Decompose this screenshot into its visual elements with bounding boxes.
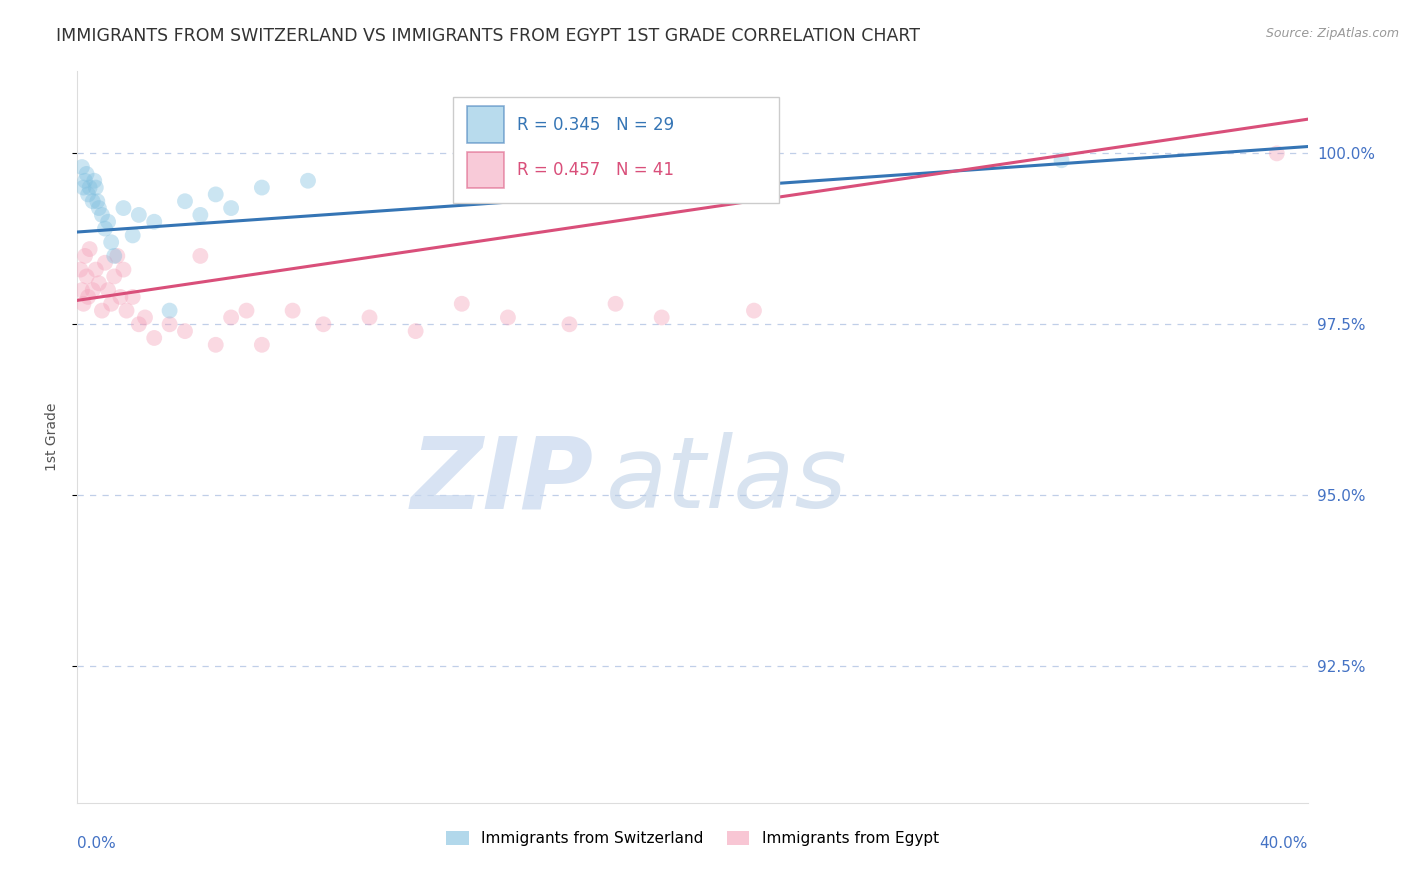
Point (188, 208, 212, 222)
Point (742, 303, 765, 318)
Text: R = 0.457   N = 41: R = 0.457 N = 41 (516, 161, 673, 179)
Point (651, 310, 673, 325)
Point (90, 303, 114, 318)
Point (134, 310, 156, 325)
Y-axis label: 1st Grade: 1st Grade (45, 403, 59, 471)
Point (219, 310, 242, 325)
Point (121, 290, 143, 304)
Point (281, 303, 304, 318)
Point (77, 187, 100, 202)
Point (76, 167, 98, 181)
Bar (467, 152, 505, 188)
Point (72, 180, 94, 194)
Point (100, 297, 122, 311)
Point (94, 256, 117, 270)
Text: ZIP: ZIP (411, 433, 595, 530)
Point (73, 174, 96, 188)
Point (235, 303, 257, 318)
Point (94, 221, 117, 235)
Point (174, 324, 197, 338)
Point (103, 269, 125, 284)
Point (121, 228, 143, 243)
Point (1265, 146, 1288, 161)
Point (76, 269, 98, 284)
Point (204, 338, 226, 352)
Point (112, 262, 135, 277)
Point (84, 262, 107, 277)
Point (79, 180, 101, 194)
Point (110, 290, 132, 304)
Point (250, 180, 273, 194)
Point (450, 297, 472, 311)
Point (143, 331, 166, 345)
Point (159, 303, 181, 318)
Text: Source: ZipAtlas.com: Source: ZipAtlas.com (1265, 27, 1399, 40)
Text: R = 0.345   N = 29: R = 0.345 N = 29 (516, 116, 673, 134)
Point (103, 249, 125, 263)
Point (297, 174, 319, 188)
Point (70, 283, 93, 297)
Point (312, 318, 335, 332)
Point (219, 201, 242, 215)
Point (69, 262, 91, 277)
Point (250, 338, 273, 352)
Point (87, 201, 110, 215)
Point (112, 201, 135, 215)
Point (405, 324, 427, 338)
Point (72, 297, 94, 311)
Point (87, 277, 110, 291)
Point (70, 160, 93, 174)
Legend: Immigrants from Switzerland, Immigrants from Egypt: Immigrants from Switzerland, Immigrants … (439, 823, 946, 854)
Point (90, 208, 114, 222)
Point (105, 249, 128, 263)
Point (128, 208, 150, 222)
Point (1050, 153, 1073, 168)
Point (83, 174, 105, 188)
Point (359, 310, 381, 325)
Point (73, 249, 96, 263)
Point (188, 249, 212, 263)
Point (742, 187, 765, 202)
Point (82, 283, 104, 297)
Point (79, 242, 101, 256)
Point (204, 187, 226, 202)
Point (558, 318, 581, 332)
Point (84, 180, 107, 194)
Point (86, 194, 108, 209)
FancyBboxPatch shape (453, 97, 779, 203)
Point (97, 215, 120, 229)
Bar (467, 106, 505, 143)
Point (128, 318, 150, 332)
Point (159, 318, 181, 332)
Text: 0.0%: 0.0% (77, 836, 117, 851)
Point (605, 297, 627, 311)
Point (82, 194, 104, 209)
Point (100, 235, 122, 250)
Point (77, 290, 100, 304)
Point (97, 283, 120, 297)
Point (143, 215, 166, 229)
Text: atlas: atlas (606, 433, 848, 530)
Point (115, 303, 138, 318)
Text: 40.0%: 40.0% (1260, 836, 1308, 851)
Text: IMMIGRANTS FROM SWITZERLAND VS IMMIGRANTS FROM EGYPT 1ST GRADE CORRELATION CHART: IMMIGRANTS FROM SWITZERLAND VS IMMIGRANT… (56, 27, 921, 45)
Point (174, 194, 197, 209)
Point (496, 310, 519, 325)
